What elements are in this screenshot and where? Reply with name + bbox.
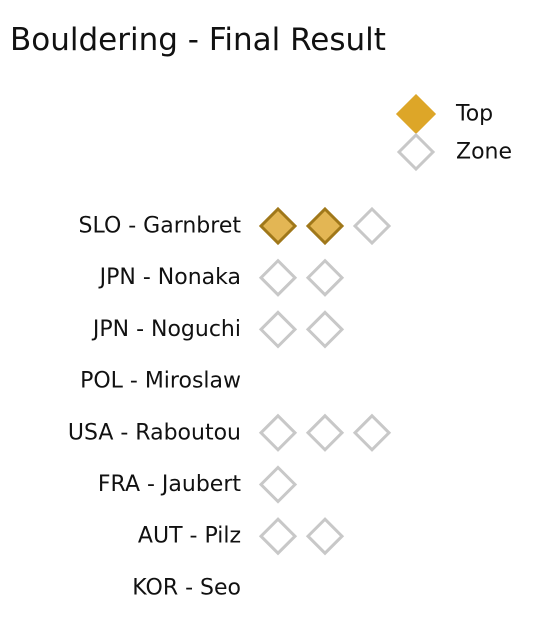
zone-marker bbox=[258, 413, 298, 452]
zone-marker bbox=[305, 517, 345, 556]
athlete-label: AUT - Pilz bbox=[138, 524, 241, 549]
athlete-label: FRA - Jaubert bbox=[98, 472, 241, 497]
legend-zone-marker bbox=[396, 132, 436, 172]
athlete-row: JPN - Nonaka bbox=[98, 258, 345, 297]
athlete-label: USA - Raboutou bbox=[68, 420, 241, 445]
zone-marker bbox=[352, 206, 392, 246]
athlete-rows: SLO - Garnbret JPN - Nonaka JPN - Noguchi P… bbox=[68, 206, 392, 600]
legend-label-zone: Zone bbox=[456, 140, 512, 165]
zone-marker bbox=[352, 413, 392, 452]
zone-marker bbox=[258, 310, 298, 349]
athlete-row: JPN - Noguchi bbox=[91, 310, 345, 349]
zone-marker bbox=[305, 413, 345, 452]
athlete-label: KOR - Seo bbox=[132, 575, 241, 600]
athlete-row: AUT - Pilz bbox=[138, 517, 345, 556]
legend-label-top: Top bbox=[455, 102, 493, 127]
legend-top-marker bbox=[395, 93, 437, 135]
chart-title: Bouldering - Final Result bbox=[10, 22, 386, 58]
zone-marker bbox=[305, 310, 345, 349]
zone-marker bbox=[258, 258, 298, 297]
athlete-label: POL - Miroslaw bbox=[80, 369, 241, 394]
legend: Top Zone bbox=[395, 93, 512, 172]
athlete-row: POL - Miroslaw bbox=[80, 369, 241, 394]
athlete-row: USA - Raboutou bbox=[68, 413, 392, 452]
zone-marker bbox=[258, 517, 298, 556]
athlete-label: SLO - Garnbret bbox=[79, 214, 242, 239]
zone-marker bbox=[305, 258, 345, 297]
athlete-row: SLO - Garnbret bbox=[79, 206, 392, 246]
athlete-label: JPN - Noguchi bbox=[91, 317, 241, 342]
top-marker bbox=[305, 206, 345, 246]
zone-marker bbox=[258, 465, 298, 504]
athlete-label: JPN - Nonaka bbox=[98, 265, 241, 290]
athlete-row: KOR - Seo bbox=[132, 575, 241, 600]
top-marker bbox=[258, 206, 298, 246]
athlete-row: FRA - Jaubert bbox=[98, 465, 298, 504]
